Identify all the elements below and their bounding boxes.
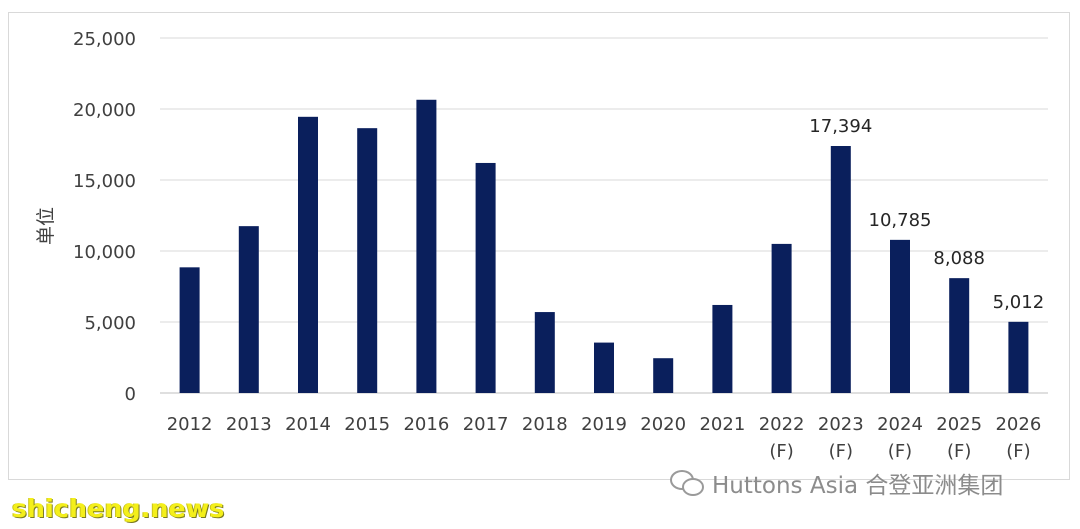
brand-watermark: Huttons Asia 合登亚洲集团 [670, 466, 1003, 500]
x-tick-label: 2020 [640, 414, 686, 435]
data-label: 10,785 [869, 210, 932, 231]
y-tick-label: 25,000 [73, 29, 136, 50]
bar [416, 99, 437, 394]
x-tick-label: (F) [888, 441, 912, 462]
bar [890, 239, 910, 393]
x-tick-label: 2014 [285, 414, 331, 435]
site-watermark: shicheng.news [12, 494, 225, 523]
x-tick-label: (F) [769, 441, 793, 462]
data-label: 8,088 [933, 248, 985, 269]
x-tick-label: 2015 [344, 414, 390, 435]
y-axis-label: 单位 [35, 207, 57, 245]
bar [830, 146, 851, 393]
data-label: 5,012 [993, 292, 1045, 313]
x-tick-label: 2012 [167, 414, 213, 435]
bar [475, 162, 496, 393]
y-tick-label: 15,000 [73, 171, 136, 192]
x-tick-label: 2017 [463, 414, 509, 435]
x-tick-label: (F) [947, 441, 971, 462]
x-tick-labels: 2012 2013 2014 2015 2016 2017 2018 2019 2020 2021… [167, 414, 1042, 462]
x-tick-label: 2013 [226, 414, 272, 435]
data-label: 17,394 [809, 116, 872, 137]
bar [179, 267, 200, 393]
bars [179, 99, 1029, 394]
x-tick-label: 2025 [936, 414, 982, 435]
x-tick-label: 2024 [877, 414, 923, 435]
x-tick-label: 2018 [522, 414, 568, 435]
y-tick-label: 0 [125, 384, 136, 405]
x-tick-label: 2022 [759, 414, 805, 435]
bar [534, 312, 555, 393]
x-tick-label: 2019 [581, 414, 627, 435]
bar [238, 226, 259, 393]
bar [594, 342, 614, 393]
bar [653, 358, 674, 393]
x-tick-label: 2021 [699, 414, 745, 435]
bar [1008, 321, 1029, 393]
bar [771, 243, 792, 393]
x-tick-label: (F) [829, 441, 853, 462]
brand-text: Huttons Asia 合登亚洲集团 [712, 473, 1004, 499]
bar [298, 116, 318, 393]
y-tick-label: 5,000 [84, 313, 136, 334]
x-tick-label: 2023 [818, 414, 864, 435]
y-tick-label: 10,000 [73, 242, 136, 263]
bar [949, 278, 970, 393]
x-tick-label: (F) [1006, 441, 1030, 462]
y-tick-labels: 0 5,000 10,000 15,000 20,000 25,000 [73, 29, 136, 405]
bar [712, 304, 733, 393]
wechat-icon [670, 470, 704, 496]
x-tick-label: 2016 [403, 414, 449, 435]
bar [357, 128, 378, 394]
y-tick-label: 20,000 [73, 100, 136, 121]
x-tick-label: 2026 [995, 414, 1041, 435]
